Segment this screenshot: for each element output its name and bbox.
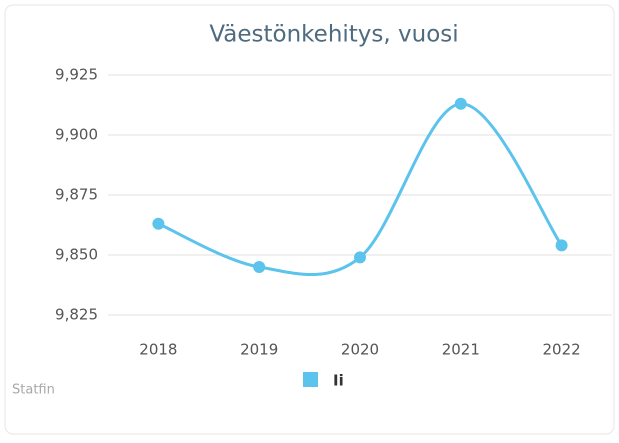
point: [454, 97, 467, 110]
y-tick-label: 9,925: [55, 66, 98, 84]
point: [152, 217, 165, 230]
x-tick-label: 2018: [139, 341, 177, 359]
point: [555, 239, 568, 252]
credits[interactable]: Statfin: [12, 383, 55, 398]
y-tick-label: 9,875: [55, 186, 98, 204]
legend-label[interactable]: Ii: [333, 372, 344, 390]
y-tick-label: 9,850: [55, 246, 98, 264]
y-tick-label: 9,825: [55, 306, 98, 324]
line: [157, 102, 563, 276]
point: [253, 261, 266, 273]
x-tick-label: 2019: [240, 341, 278, 359]
x-tick-label: 2022: [543, 341, 581, 359]
chart-title: Väestönkehitys, vuosi: [209, 22, 458, 48]
card: [4, 4, 615, 435]
legend-swatch: [303, 372, 318, 387]
y-tick-label: 9,900: [55, 126, 98, 144]
point: [354, 251, 366, 264]
x-tick-label: 2020: [341, 341, 379, 359]
x-tick-label: 2021: [442, 341, 480, 359]
